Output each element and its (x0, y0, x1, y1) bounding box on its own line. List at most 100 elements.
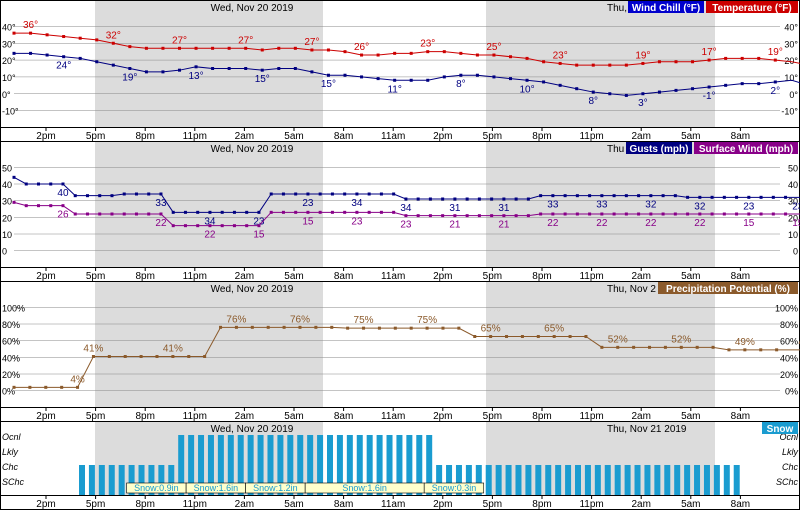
y-tick-right-1-5: 0 (793, 247, 798, 257)
y-tick-right-0-5: -10° (781, 107, 798, 117)
snow-bar-31 (386, 435, 393, 495)
data-label-1-1-14: 15 (792, 218, 800, 229)
data-point-2-0-41 (663, 345, 667, 349)
data-point-0-1-37 (624, 93, 628, 97)
snow-bar-7 (148, 465, 155, 495)
legend-label-0-0: Wind Chill (°F) (632, 3, 700, 14)
data-point-2-0-19 (314, 325, 318, 329)
data-point-1-0-13 (171, 210, 175, 214)
x-tick-label-3-5: 5am (284, 499, 303, 510)
y-tick-right-0-4: 0° (789, 90, 798, 100)
data-label-1-0-6: 34 (400, 203, 412, 214)
data-label-1-1-12: 22 (694, 218, 706, 229)
data-point-0-0-38 (641, 61, 645, 65)
snow-bar-47 (545, 465, 552, 495)
data-point-1-1-19 (245, 224, 249, 228)
data-point-0-1-1 (29, 51, 33, 55)
snow-bar-24 (317, 435, 324, 495)
data-label-1-1-0: 26 (57, 210, 69, 221)
snow-bar-64 (713, 465, 720, 495)
data-point-1-1-56 (698, 212, 702, 216)
data-point-1-1-6 (85, 212, 89, 216)
y-tick-left-1-1: 40 (2, 180, 12, 190)
data-label-1-0-5: 34 (351, 198, 363, 209)
data-label-0-0-3: 27° (238, 35, 253, 46)
data-point-1-1-21 (269, 210, 273, 214)
data-point-1-1-46 (575, 212, 579, 216)
data-point-1-1-60 (747, 212, 751, 216)
data-point-0-1-8 (144, 70, 148, 74)
date-right-0: Thu, (607, 3, 627, 14)
data-point-1-0-21 (269, 192, 273, 196)
data-label-0-0-4: 27° (304, 37, 319, 48)
y-tick-left-1-4: 10 (2, 230, 12, 240)
data-point-0-1-28 (475, 73, 479, 77)
y-tick-left-1-2: 30 (2, 197, 12, 207)
y-tick-right-2-4: 20% (780, 370, 798, 380)
snow-bar-52 (594, 465, 601, 495)
data-label-0-1-5: 11° (387, 84, 401, 95)
data-point-0-1-30 (509, 77, 512, 81)
data-point-2-0-36 (584, 335, 588, 338)
snow-bar-18 (257, 435, 264, 495)
date-left-3: Wed, Nov 20 2019 (211, 424, 294, 435)
data-point-1-0-60 (747, 195, 751, 199)
data-label-0-0-10: 17° (702, 47, 717, 58)
data-point-0-1-3 (62, 55, 66, 59)
snow-bar-41 (485, 465, 492, 495)
data-label-0-1-10: -1° (703, 91, 716, 102)
data-label-1-0-0: 40 (57, 188, 69, 199)
x-tick-label-1-11: 11pm (579, 271, 603, 282)
data-point-1-1-42 (526, 214, 530, 218)
night-shade-2-1 (486, 282, 715, 407)
x-tick-label-0-8: 2pm (433, 131, 452, 142)
data-point-2-0-14 (234, 325, 238, 329)
x-tick-label-3-6: 8am (334, 499, 353, 510)
data-label-0-0-9: 19° (635, 50, 650, 61)
x-tick-label-3-9: 5pm (483, 499, 502, 510)
data-point-0-1-23 (393, 78, 397, 82)
date-right-2: Thu, Nov 2 (607, 284, 656, 295)
x-tick-label-0-4: 2am (235, 131, 254, 142)
snow-bar-34 (416, 435, 423, 495)
data-label-1-0-9: 33 (547, 200, 559, 211)
data-label-1-0-13: 23 (743, 201, 755, 212)
data-point-0-0-21 (360, 53, 364, 57)
legend-box-snow (762, 422, 798, 434)
snow-bar-56 (634, 465, 641, 495)
data-point-1-1-11 (147, 212, 151, 216)
data-point-1-1-13 (171, 224, 175, 228)
data-point-1-0-62 (771, 195, 775, 199)
data-point-1-1-32 (404, 214, 408, 218)
snow-bar-66 (733, 465, 740, 495)
data-point-1-0-61 (759, 195, 763, 199)
snow-bar-2 (98, 465, 105, 495)
data-point-2-0-48 (775, 348, 779, 352)
data-point-0-1-44 (740, 82, 744, 86)
snow-level-left-2: Chc (2, 462, 19, 472)
y-tick-left-2-4: 20% (2, 370, 20, 380)
data-point-1-0-3 (49, 182, 53, 186)
data-point-0-1-25 (426, 78, 430, 82)
y-tick-left-1-0: 50 (2, 163, 12, 173)
data-point-2-0-38 (616, 345, 620, 349)
y-tick-right-0-3: 10° (784, 73, 798, 83)
data-point-2-0-42 (679, 345, 683, 349)
data-point-1-0-22 (281, 192, 285, 196)
snow-bar-58 (654, 465, 661, 495)
data-label-1-0-7: 31 (449, 203, 461, 214)
data-point-1-1-55 (686, 212, 690, 216)
data-label-2-0-1: 41% (83, 344, 103, 355)
data-label-2-0-0: 4% (70, 374, 85, 385)
snow-bar-13 (207, 435, 214, 495)
data-point-0-0-12 (211, 46, 215, 50)
data-point-1-0-25 (318, 192, 322, 196)
data-point-1-0-40 (502, 197, 506, 201)
legend-label-1-0: Gusts (mph) (630, 144, 689, 155)
data-point-0-0-25 (426, 50, 430, 54)
data-point-0-1-43 (724, 83, 728, 87)
data-point-1-0-36 (453, 197, 457, 201)
data-point-0-1-10 (178, 68, 181, 72)
data-point-1-0-12 (159, 192, 163, 196)
